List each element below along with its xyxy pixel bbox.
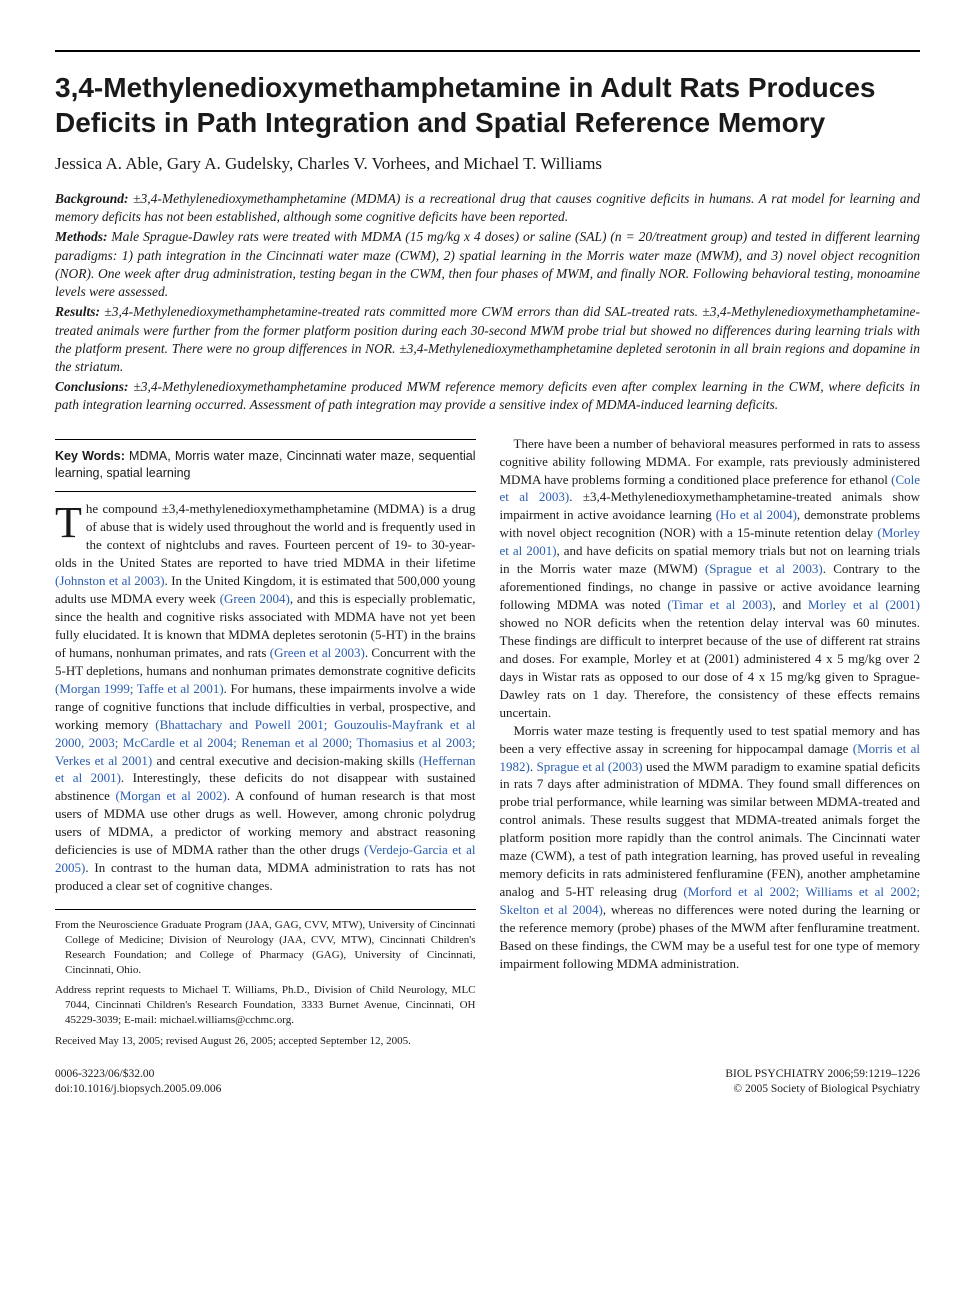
cite-morgan2002[interactable]: (Morgan et al 2002) [116, 788, 227, 803]
article-title: 3,4-Methylenedioxymethamphetamine in Adu… [55, 70, 920, 140]
kw-bottom-rule [55, 491, 476, 492]
keywords-block: Key Words: MDMA, Morris water maze, Cinc… [55, 439, 476, 493]
cite-sprague2[interactable]: Sprague et al (2003) [536, 759, 642, 774]
page-footer: 0006-3223/06/$32.00 doi:10.1016/j.biopsy… [55, 1067, 920, 1097]
footer-issn-price: 0006-3223/06/$32.00 [55, 1067, 221, 1082]
intro-para-3: Morris water maze testing is frequently … [500, 722, 921, 973]
p1f: and central executive and decision-makin… [152, 753, 419, 768]
cite-morley2[interactable]: Morley et al (2001) [808, 597, 920, 612]
top-rule [55, 50, 920, 52]
cite-morgan-taffe[interactable]: (Morgan 1999; Taffe et al 2001) [55, 681, 224, 696]
cite-green2004[interactable]: (Green 2004) [220, 591, 290, 606]
abstract-methods: Methods: Male Sprague-Dawley rats were t… [55, 228, 920, 301]
conclusions-text: ±3,4-Methylenedioxymethamphetamine produ… [55, 379, 920, 412]
reprint-note: Address reprint requests to Michael T. W… [55, 983, 476, 1028]
footnote-rule [55, 909, 476, 910]
footnotes-block: From the Neuroscience Graduate Program (… [55, 918, 476, 1049]
kw-top-rule [55, 439, 476, 440]
p2g: showed no NOR deficits when the retentio… [500, 615, 921, 720]
kw-label: Key Words: [55, 449, 125, 463]
intro-para-1: The compound ±3,4-methylenedioxymethamph… [55, 500, 476, 895]
body-columns: Key Words: MDMA, Morris water maze, Cinc… [55, 435, 920, 1049]
footer-right: BIOL PSYCHIATRY 2006;59:1219–1226 © 2005… [725, 1067, 920, 1097]
p2a: There have been a number of behavioral m… [500, 436, 921, 487]
abstract-results: Results: ±3,4-Methylenedioxymethamphetam… [55, 303, 920, 376]
footer-left: 0006-3223/06/$32.00 doi:10.1016/j.biopsy… [55, 1067, 221, 1097]
abstract-block: Background: ±3,4-Methylenedioxymethamphe… [55, 190, 920, 415]
authors-line: Jessica A. Able, Gary A. Gudelsky, Charl… [55, 154, 920, 174]
abstract-conclusions: Conclusions: ±3,4-Methylenedioxymethamph… [55, 378, 920, 414]
dropcap: T [55, 500, 86, 541]
footer-copyright: © 2005 Society of Biological Psychiatry [725, 1082, 920, 1097]
p3c: used the MWM paradigm to examine spatial… [500, 759, 921, 900]
bg-text: ±3,4-Methylenedioxymethamphetamine (MDMA… [55, 191, 920, 224]
dates-note: Received May 13, 2005; revised August 26… [55, 1034, 476, 1049]
methods-text: Male Sprague-Dawley rats were treated wi… [55, 229, 920, 299]
conclusions-label: Conclusions: [55, 379, 129, 394]
abstract-background: Background: ±3,4-Methylenedioxymethamphe… [55, 190, 920, 226]
p2f: , and [772, 597, 808, 612]
p1a: he compound ±3,4-methylenedioxymethamphe… [55, 501, 476, 570]
methods-label: Methods: [55, 229, 108, 244]
cite-johnston[interactable]: (Johnston et al 2003) [55, 573, 165, 588]
cite-timar[interactable]: (Timar et al 2003) [667, 597, 772, 612]
p1i: . In contrast to the human data, MDMA ad… [55, 860, 476, 893]
cite-ho[interactable]: (Ho et al 2004) [716, 507, 797, 522]
footer-journal-cite: BIOL PSYCHIATRY 2006;59:1219–1226 [725, 1067, 920, 1082]
affiliation-note: From the Neuroscience Graduate Program (… [55, 918, 476, 977]
cite-green2003[interactable]: (Green et al 2003) [270, 645, 365, 660]
bg-label: Background: [55, 191, 129, 206]
intro-para-2: There have been a number of behavioral m… [500, 435, 921, 722]
cite-sprague[interactable]: (Sprague et al 2003) [705, 561, 823, 576]
results-label: Results: [55, 304, 100, 319]
footer-doi: doi:10.1016/j.biopsych.2005.09.006 [55, 1082, 221, 1097]
results-text: ±3,4-Methylenedioxymethamphetamine-treat… [55, 304, 920, 374]
keywords-line: Key Words: MDMA, Morris water maze, Cinc… [55, 448, 476, 482]
